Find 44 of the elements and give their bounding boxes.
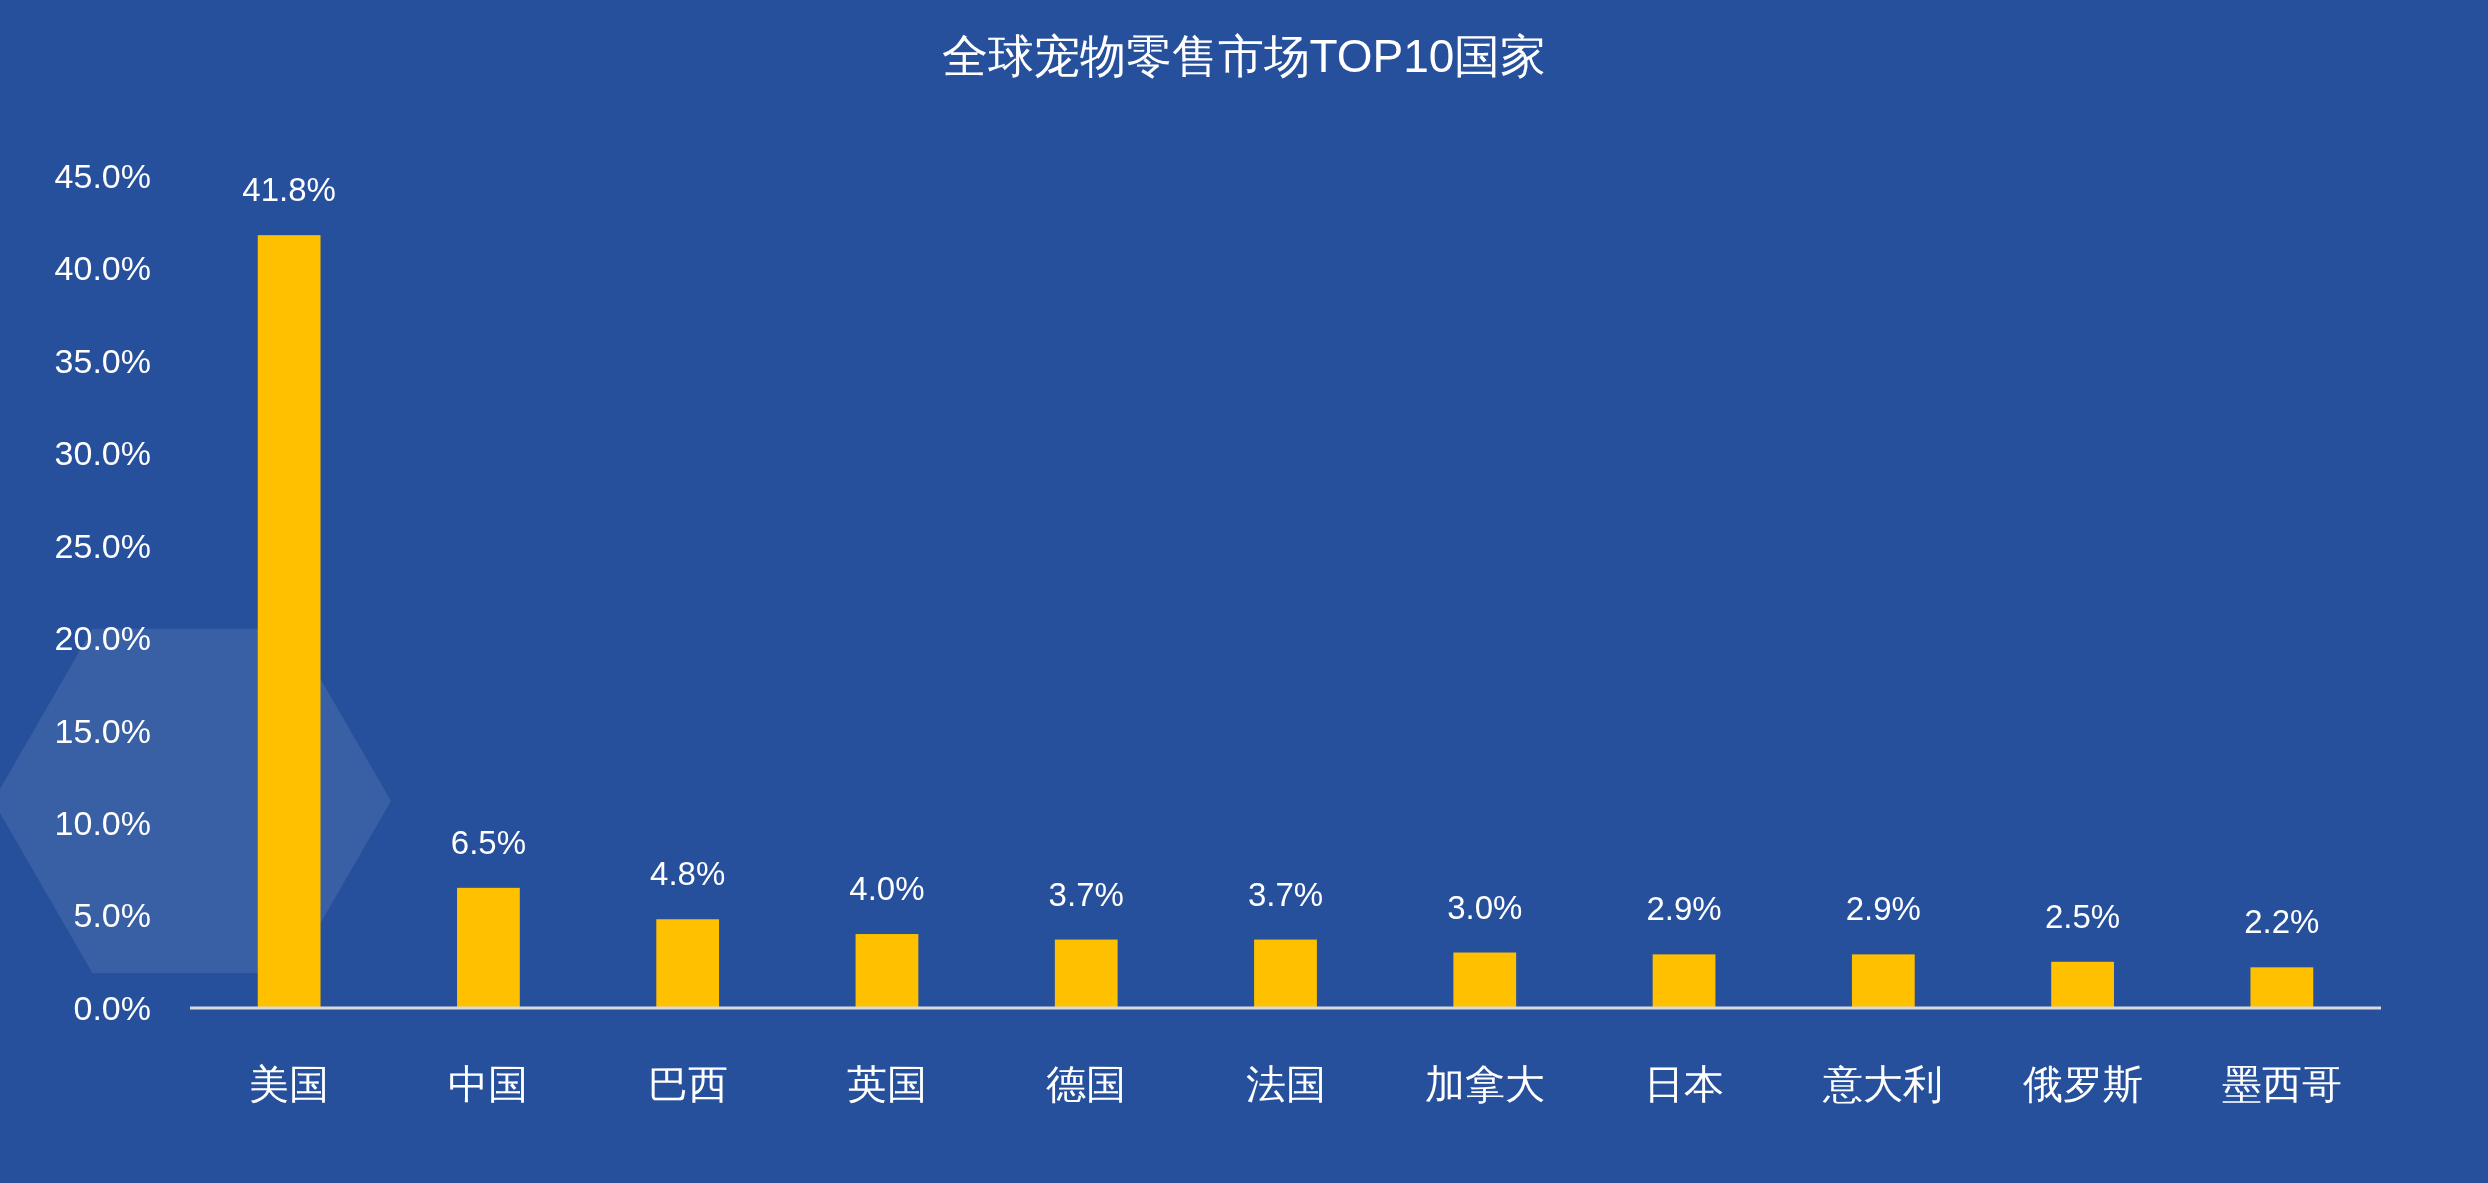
chart-title: 全球宠物零售市场TOP10国家 <box>941 30 1547 82</box>
data-label: 2.9% <box>1646 890 1722 928</box>
x-tick-label: 法国 <box>1245 1062 1326 1106</box>
bar <box>656 919 720 1008</box>
data-label: 3.7% <box>1048 875 1124 913</box>
data-label: 4.0% <box>849 870 925 908</box>
data-label: 41.8% <box>242 171 336 209</box>
data-label: 3.0% <box>1447 888 1523 926</box>
y-tick-label: 15.0% <box>54 711 151 750</box>
x-tick-label: 俄罗斯 <box>2022 1062 2143 1106</box>
bar <box>257 235 321 1008</box>
y-tick-label: 5.0% <box>73 896 151 935</box>
bar <box>1054 939 1118 1008</box>
x-tick-label: 加拿大 <box>1424 1062 1545 1106</box>
data-label: 6.5% <box>450 823 527 861</box>
x-tick-label: 墨西哥 <box>2221 1062 2342 1106</box>
x-tick-label: 美国 <box>249 1062 330 1106</box>
data-label: 2.2% <box>2244 903 2320 941</box>
y-tick-label: 35.0% <box>54 341 151 380</box>
data-label: 2.5% <box>2044 897 2121 935</box>
y-tick-label: 30.0% <box>54 434 151 473</box>
y-tick-label: 40.0% <box>54 249 151 288</box>
x-tick-label: 英国 <box>846 1062 927 1106</box>
bar <box>1453 952 1517 1008</box>
y-tick-label: 20.0% <box>54 619 151 658</box>
x-tick-label: 巴西 <box>647 1062 728 1106</box>
bar <box>2051 961 2114 1008</box>
x-tick-label: 中国 <box>448 1062 529 1106</box>
bar <box>457 887 520 1008</box>
y-tick-label: 45.0% <box>54 156 151 195</box>
bar <box>1851 954 1915 1008</box>
bar <box>2250 967 2314 1008</box>
bar <box>855 934 919 1008</box>
y-tick-label: 0.0% <box>73 988 151 1027</box>
data-label: 2.9% <box>1845 890 1921 928</box>
data-label: 4.8% <box>650 855 726 893</box>
bar <box>1652 954 1716 1008</box>
x-tick-label: 德国 <box>1046 1062 1127 1106</box>
y-tick-label: 10.0% <box>54 804 151 843</box>
bar <box>1254 939 1317 1008</box>
x-tick-label: 日本 <box>1644 1062 1725 1106</box>
data-label: 3.7% <box>1247 875 1324 913</box>
x-tick-label: 意大利 <box>1822 1062 1944 1106</box>
y-tick-label: 25.0% <box>54 526 151 565</box>
